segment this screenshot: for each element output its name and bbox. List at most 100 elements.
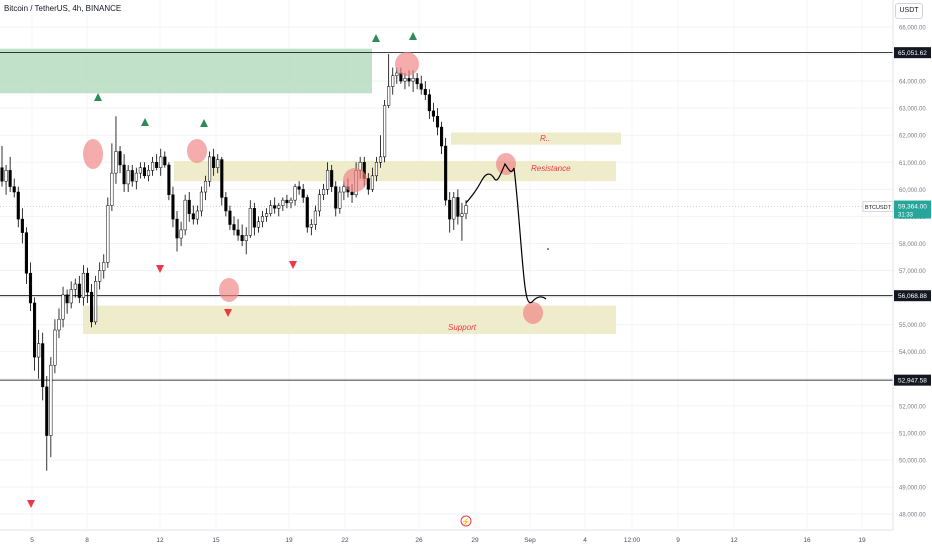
y-tick-label: 51,000.00 (899, 431, 926, 437)
x-tick-label: 12:00 (624, 537, 641, 544)
zone-label-r: R.. (540, 134, 550, 143)
candle-body (338, 191, 342, 209)
x-tick-label: 22 (341, 537, 349, 544)
symbol-title: Bitcoin / TetherUS, 4h, BINANCE (4, 4, 122, 13)
signal-down-marker (27, 500, 35, 508)
candle-body (57, 318, 61, 331)
symbol-tag-text: BTCUSDT (865, 205, 892, 211)
x-tick-label: 4 (583, 537, 587, 544)
signal-down-marker (289, 261, 297, 269)
candle-body (81, 272, 85, 298)
zone-label-support: Support (448, 323, 477, 332)
candle-body (326, 170, 330, 190)
y-tick-label: 64,000.00 (899, 80, 926, 86)
candle-body (265, 213, 269, 217)
zone-supply (0, 48, 372, 94)
currency-button[interactable]: USDT (895, 3, 923, 19)
candle-body (159, 156, 163, 168)
x-tick-label: 5 (30, 537, 34, 544)
candle-body (151, 162, 155, 171)
candle-body (248, 208, 252, 236)
candle-body (220, 159, 224, 198)
candle-body (236, 229, 240, 236)
highlight-circle (395, 52, 419, 76)
candle-body (191, 213, 195, 220)
candle-body (33, 302, 37, 358)
candle-body (244, 235, 248, 241)
candle-body (285, 199, 289, 204)
horizontal-lines (0, 52, 893, 381)
projection-path (465, 162, 547, 304)
candle-body (305, 197, 309, 228)
candle-body (395, 72, 399, 76)
x-tick-label: 8 (85, 537, 89, 544)
candle-body (342, 186, 346, 193)
x-tick-label: 16 (803, 537, 811, 544)
candle-body (269, 205, 273, 214)
candle-body (73, 283, 77, 290)
y-tick-label: 63,000.00 (899, 107, 926, 113)
time-axis[interactable]: 5 8 12 15 19 22 26 29 Sep 4 12:00 9 12 16 19 (30, 537, 866, 544)
candle-body (313, 210, 317, 225)
candle-body (448, 199, 452, 220)
price-tag-value: 59,364.00 (898, 204, 927, 211)
candle-body (175, 218, 179, 239)
candle-body (171, 194, 175, 220)
hline-label: 65,051.62 (898, 50, 927, 57)
horizontal-line-labels: 65,051.62 56,068.88 52,947.58 (894, 47, 931, 386)
candle-body (179, 229, 183, 239)
candle-body (16, 191, 20, 220)
tradingview-logo-icon: ⚡ (460, 515, 472, 527)
candle-body (187, 199, 191, 214)
candle-body (49, 364, 53, 436)
candle-body (199, 191, 203, 212)
candle-body (20, 218, 24, 233)
signal-down-marker (156, 265, 164, 273)
candle-body (289, 199, 293, 204)
projection-dot (547, 248, 549, 250)
hline-label-bg (894, 47, 931, 59)
candle-body (126, 170, 130, 185)
candle-body (134, 172, 138, 182)
candle-body (224, 197, 228, 212)
candle-body (297, 186, 301, 190)
candle-body (256, 221, 260, 228)
candle-body (114, 151, 118, 174)
candle-body (350, 191, 354, 195)
candle-body (53, 329, 57, 366)
candle-body (435, 116, 440, 128)
signal-up-marker (372, 34, 380, 42)
candle-body (383, 105, 387, 158)
hline-label-bg (894, 290, 931, 302)
candle-body (41, 343, 45, 388)
candle-body (317, 194, 322, 212)
highlight-circle (187, 139, 207, 163)
candle-body (102, 262, 106, 271)
candle-body (411, 78, 415, 82)
candle-body (142, 167, 147, 177)
y-tick-label: 48,000.00 (899, 513, 926, 519)
y-tick-label: 50,000.00 (899, 458, 926, 464)
candle-body (232, 224, 236, 231)
candle-body (118, 151, 122, 166)
price-tag (894, 200, 931, 219)
zone-label-resistance: Resistance (531, 164, 571, 173)
candle-body (293, 186, 297, 201)
candle-body (452, 197, 456, 220)
candle-body (0, 167, 4, 182)
highlight-circle (496, 153, 516, 175)
y-tick-label: 61,000.00 (899, 161, 926, 167)
x-tick-label: Sep (524, 537, 536, 544)
symbol-tag (862, 201, 894, 212)
candle-body (12, 186, 16, 193)
candle-body (281, 199, 285, 206)
current-price-label: BTCUSDT 59,364.00 31:33 (862, 200, 931, 219)
candle-body (378, 156, 383, 163)
y-tick-label: 49,000.00 (899, 485, 926, 491)
candle-body (195, 210, 199, 220)
candle-body (24, 232, 28, 274)
candle-body (212, 156, 216, 168)
candle-body (77, 283, 81, 298)
candle-body (106, 205, 110, 263)
